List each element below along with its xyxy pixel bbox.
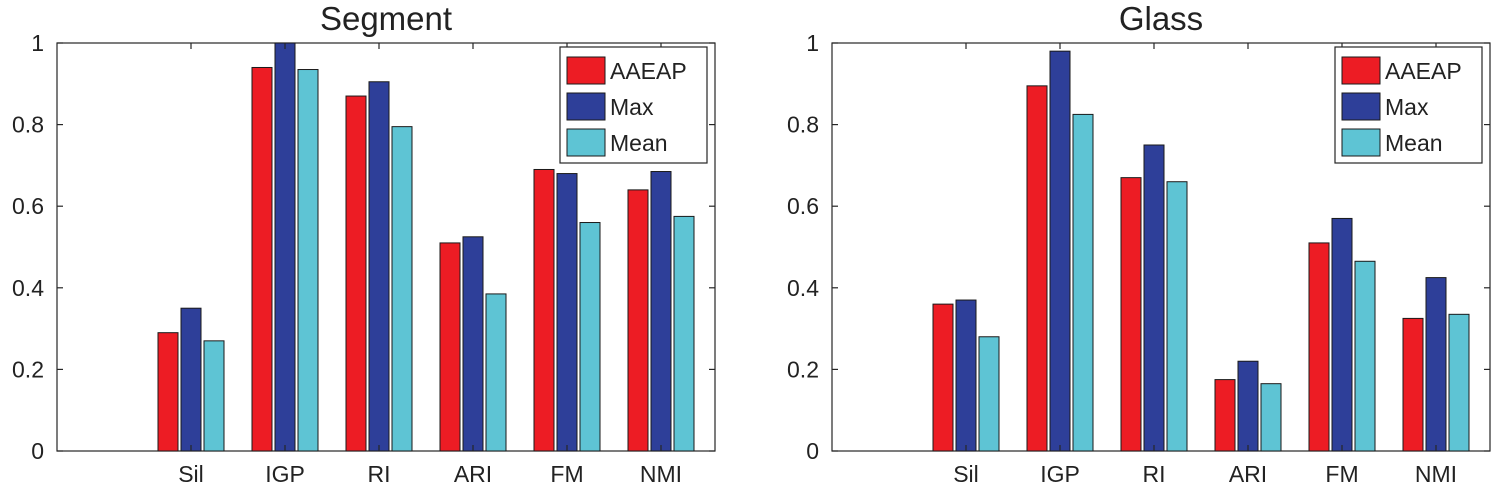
glass-legend-swatch-aaeap bbox=[1341, 56, 1381, 85]
glass-xtick-label-ari: ARI bbox=[1229, 461, 1267, 487]
segment-ytick-label: 0.6 bbox=[12, 193, 44, 219]
glass-ytick-label: 0 bbox=[806, 438, 819, 464]
glass-ytick-label: 0.4 bbox=[787, 275, 819, 301]
segment-bar-aaeap-sil bbox=[157, 332, 179, 452]
glass-bar-max-ari bbox=[1237, 360, 1259, 452]
segment-xtick-label-sil: Sil bbox=[178, 461, 204, 487]
segment-legend-label-max: Max bbox=[610, 94, 654, 120]
glass-bar-mean-igp bbox=[1072, 113, 1094, 452]
segment-legend-swatch-aaeap bbox=[566, 56, 606, 85]
segment-xtick-label-ri: RI bbox=[368, 461, 391, 487]
segment-bar-mean-fm bbox=[579, 222, 601, 452]
segment-ytick-label: 0.2 bbox=[12, 356, 44, 382]
segment-chart-panel: Segment 0 0.2 0.4 0.6 0.8 1 Sil IGP RI ARI FM NMI AA… bbox=[12, 0, 716, 487]
segment-ytick-label: 0.8 bbox=[12, 112, 44, 138]
glass-bar-max-nmi bbox=[1425, 277, 1447, 452]
glass-bar-aaeap-ri bbox=[1120, 177, 1142, 452]
segment-bar-mean-igp bbox=[297, 69, 319, 452]
glass-legend-label-max: Max bbox=[1385, 94, 1429, 120]
segment-bar-max-igp bbox=[274, 42, 296, 452]
glass-bar-max-igp bbox=[1049, 50, 1071, 452]
glass-xtick-label-sil: Sil bbox=[953, 461, 979, 487]
segment-bar-max-ri bbox=[368, 81, 390, 452]
glass-bar-aaeap-igp bbox=[1026, 85, 1048, 452]
glass-bar-aaeap-nmi bbox=[1402, 317, 1424, 452]
segment-bar-aaeap-nmi bbox=[627, 189, 649, 452]
glass-chart-panel: Glass 0 0.2 0.4 0.6 0.8 1 Sil IGP RI ARI FM NMI AAEA… bbox=[787, 0, 1491, 487]
glass-bar-mean-nmi bbox=[1448, 313, 1470, 452]
glass-bar-max-fm bbox=[1331, 217, 1353, 452]
segment-xtick-label-nmi: NMI bbox=[640, 461, 682, 487]
glass-bar-max-sil bbox=[955, 299, 977, 452]
segment-ytick-label: 0 bbox=[31, 438, 44, 464]
segment-legend-label-aaeap: AAEAP bbox=[610, 58, 687, 84]
glass-bar-max-ri bbox=[1143, 144, 1165, 452]
segment-bar-aaeap-igp bbox=[251, 66, 273, 452]
segment-bar-max-ari bbox=[462, 236, 484, 452]
glass-ytick-label: 0.2 bbox=[787, 356, 819, 382]
glass-bar-mean-ari bbox=[1260, 383, 1282, 452]
glass-legend-swatch-max bbox=[1341, 92, 1381, 121]
glass-legend-label-aaeap: AAEAP bbox=[1385, 58, 1462, 84]
glass-bar-mean-sil bbox=[978, 336, 1000, 452]
segment-legend-swatch-max bbox=[566, 92, 606, 121]
glass-chart-title: Glass bbox=[1119, 0, 1203, 37]
glass-bar-aaeap-ari bbox=[1214, 379, 1236, 452]
glass-bar-aaeap-fm bbox=[1308, 242, 1330, 452]
glass-xtick-label-nmi: NMI bbox=[1415, 461, 1457, 487]
segment-bar-aaeap-ri bbox=[345, 95, 367, 452]
glass-bar-aaeap-sil bbox=[932, 303, 954, 452]
segment-bar-mean-ari bbox=[485, 293, 507, 452]
glass-bar-mean-fm bbox=[1354, 260, 1376, 452]
segment-xtick-label-igp: IGP bbox=[265, 461, 305, 487]
segment-ytick-label: 1 bbox=[31, 30, 44, 56]
segment-bar-mean-nmi bbox=[673, 215, 695, 452]
segment-chart-title: Segment bbox=[320, 0, 452, 37]
segment-xtick-label-ari: ARI bbox=[454, 461, 492, 487]
segment-legend-swatch-mean bbox=[566, 128, 606, 157]
segment-xtick-label-fm: FM bbox=[550, 461, 583, 487]
glass-ytick-label: 1 bbox=[806, 30, 819, 56]
glass-xtick-label-ri: RI bbox=[1143, 461, 1166, 487]
segment-bar-max-fm bbox=[556, 173, 578, 452]
segment-bar-mean-sil bbox=[203, 340, 225, 452]
segment-ytick-label: 0.4 bbox=[12, 275, 44, 301]
segment-bar-aaeap-ari bbox=[439, 242, 461, 452]
glass-xtick-label-fm: FM bbox=[1325, 461, 1358, 487]
segment-legend-label-mean: Mean bbox=[610, 130, 668, 156]
glass-ytick-label: 0.6 bbox=[787, 193, 819, 219]
segment-legend: AAEAP Max Mean bbox=[559, 46, 708, 164]
glass-legend-swatch-mean bbox=[1341, 128, 1381, 157]
segment-bar-mean-ri bbox=[391, 126, 413, 452]
segment-bar-max-sil bbox=[180, 307, 202, 452]
glass-xtick-label-igp: IGP bbox=[1040, 461, 1080, 487]
segment-bar-aaeap-fm bbox=[533, 168, 555, 452]
glass-bar-mean-ri bbox=[1166, 181, 1188, 452]
glass-legend-label-mean: Mean bbox=[1385, 130, 1443, 156]
glass-legend: AAEAP Max Mean bbox=[1334, 46, 1483, 164]
glass-ytick-label: 0.8 bbox=[787, 112, 819, 138]
segment-bar-max-nmi bbox=[650, 171, 672, 452]
